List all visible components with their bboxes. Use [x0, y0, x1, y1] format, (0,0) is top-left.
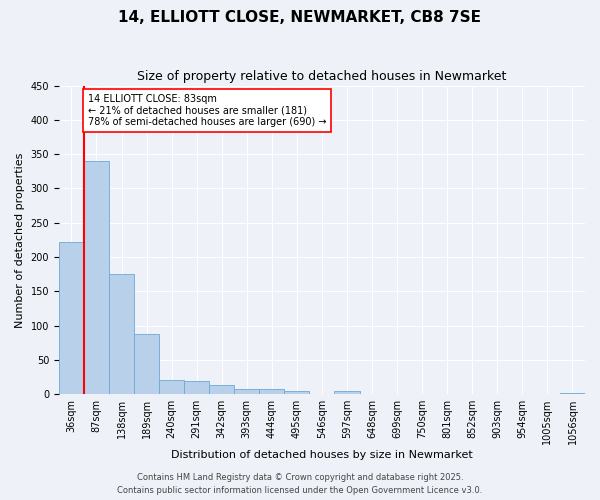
- Bar: [84, 161, 109, 394]
- Text: 14, ELLIOTT CLOSE, NEWMARKET, CB8 7SE: 14, ELLIOTT CLOSE, NEWMARKET, CB8 7SE: [119, 10, 482, 25]
- Bar: [334, 391, 359, 394]
- Bar: [184, 381, 209, 394]
- Bar: [134, 334, 159, 394]
- Bar: [209, 386, 234, 394]
- X-axis label: Distribution of detached houses by size in Newmarket: Distribution of detached houses by size …: [171, 450, 473, 460]
- Bar: [234, 390, 259, 394]
- Bar: [59, 242, 84, 394]
- Bar: [560, 393, 585, 394]
- Title: Size of property relative to detached houses in Newmarket: Size of property relative to detached ho…: [137, 70, 506, 83]
- Bar: [284, 391, 310, 394]
- Bar: [159, 380, 184, 394]
- Text: Contains HM Land Registry data © Crown copyright and database right 2025.
Contai: Contains HM Land Registry data © Crown c…: [118, 474, 482, 495]
- Bar: [259, 388, 284, 394]
- Y-axis label: Number of detached properties: Number of detached properties: [15, 152, 25, 328]
- Text: 14 ELLIOTT CLOSE: 83sqm
← 21% of detached houses are smaller (181)
78% of semi-d: 14 ELLIOTT CLOSE: 83sqm ← 21% of detache…: [88, 94, 326, 127]
- Bar: [109, 274, 134, 394]
